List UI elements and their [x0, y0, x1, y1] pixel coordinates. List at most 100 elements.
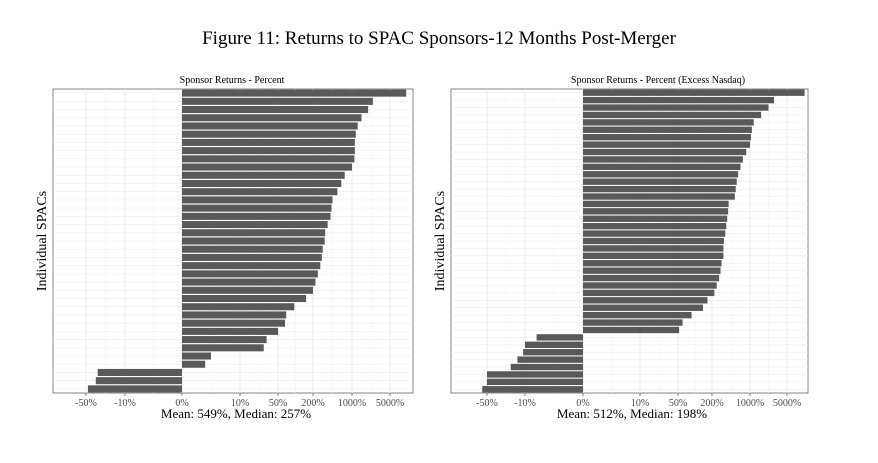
- bar: [182, 294, 306, 303]
- bar: [182, 245, 323, 253]
- bar: [182, 212, 331, 220]
- bar: [583, 245, 724, 252]
- bar: [583, 274, 720, 282]
- bar: [182, 237, 325, 245]
- bar: [583, 148, 747, 156]
- bar: [583, 126, 752, 133]
- bar: [182, 319, 285, 327]
- bar: [182, 163, 352, 171]
- bar: [182, 138, 355, 146]
- bar: [510, 363, 583, 371]
- bar: [583, 252, 724, 260]
- x-tick-label: 0%: [175, 398, 188, 409]
- x-tick-label: -50%: [476, 398, 498, 409]
- bar: [583, 104, 769, 111]
- bar: [583, 304, 703, 311]
- bar: [95, 377, 182, 385]
- y-axis-label: Individual SPACs: [433, 191, 448, 291]
- bar: [583, 215, 728, 222]
- bar: [583, 141, 750, 148]
- bar: [182, 114, 362, 122]
- bar: [583, 185, 736, 193]
- bar: [583, 222, 727, 230]
- bar: [182, 311, 287, 319]
- bar: [523, 349, 583, 356]
- bar: [583, 193, 735, 200]
- bar: [583, 297, 708, 304]
- bar: [182, 122, 358, 130]
- bar: [182, 303, 295, 311]
- bar: [182, 278, 316, 286]
- x-tick-label: 200%: [301, 398, 324, 409]
- bar: [583, 89, 805, 96]
- bar: [182, 360, 206, 368]
- bar: [182, 89, 407, 97]
- bar: [182, 196, 333, 204]
- y-axis-label: Individual SPACs: [35, 191, 50, 291]
- x-tick-label: 0%: [576, 398, 589, 409]
- x-tick-label: -50%: [75, 398, 97, 409]
- x-tick-label: 5000%: [376, 398, 404, 409]
- bar: [182, 188, 338, 196]
- bar: [482, 386, 583, 393]
- bar: [583, 319, 683, 326]
- bar: [583, 208, 729, 215]
- bar: [583, 156, 743, 163]
- bar: [182, 97, 373, 105]
- x-tick-label: 50%: [269, 398, 287, 409]
- bar: [536, 334, 583, 341]
- figure-title: Figure 11: Returns to SPAC Sponsors-12 M…: [202, 28, 676, 49]
- bar: [583, 237, 724, 245]
- bar: [583, 111, 762, 119]
- x-tick-label: 50%: [669, 398, 687, 409]
- x-tick-label: 200%: [700, 398, 723, 409]
- x-tick-label: 1000%: [736, 398, 764, 409]
- chart-panel-left: Sponsor Returns - Percent -50% -10% 0% 10% 5…: [35, 75, 414, 421]
- bar: [517, 356, 583, 363]
- bar: [487, 378, 583, 386]
- bar: [583, 267, 721, 274]
- bar: [583, 134, 751, 141]
- bar: [583, 96, 775, 104]
- bar: [583, 326, 680, 334]
- bar: [182, 171, 345, 179]
- x-tick-label: -10%: [114, 398, 136, 409]
- bar: [583, 200, 729, 208]
- panel-title: Sponsor Returns - Percent (Excess Nasdaq…: [571, 75, 745, 86]
- bar: [182, 336, 267, 344]
- bar: [182, 106, 369, 114]
- x-tick-label: 1000%: [338, 398, 366, 409]
- bar: [583, 230, 726, 237]
- bar: [583, 289, 715, 297]
- bar: [583, 178, 737, 185]
- bar: [97, 368, 182, 376]
- bar: [182, 253, 322, 261]
- bar: [583, 311, 692, 319]
- bar: [525, 341, 583, 348]
- bar: [583, 260, 722, 267]
- bar: [182, 352, 211, 360]
- bar: [182, 130, 356, 138]
- bar: [182, 204, 332, 212]
- bar: [487, 371, 583, 378]
- x-axis-label: Mean: 512%, Median: 198%: [557, 406, 707, 421]
- panel-title: Sponsor Returns - Percent: [180, 75, 285, 86]
- x-tick-label: 10%: [631, 398, 649, 409]
- bar: [182, 327, 278, 335]
- bar: [583, 163, 741, 171]
- bar: [182, 262, 321, 270]
- bar: [583, 119, 754, 126]
- bar: [182, 179, 342, 188]
- bar: [182, 155, 355, 163]
- x-tick-label: -10%: [514, 398, 536, 409]
- bar: [182, 270, 318, 278]
- x-tick-label: 5000%: [773, 398, 801, 409]
- x-tick-label: 10%: [231, 398, 249, 409]
- bar: [182, 344, 264, 352]
- bar: [182, 147, 355, 155]
- x-axis-label: Mean: 549%, Median: 257%: [161, 406, 311, 421]
- chart-panel-right: Sponsor Returns - Percent (Excess Nasdaq…: [433, 75, 809, 421]
- bar: [182, 286, 313, 294]
- bar: [182, 229, 326, 237]
- bar: [182, 221, 328, 229]
